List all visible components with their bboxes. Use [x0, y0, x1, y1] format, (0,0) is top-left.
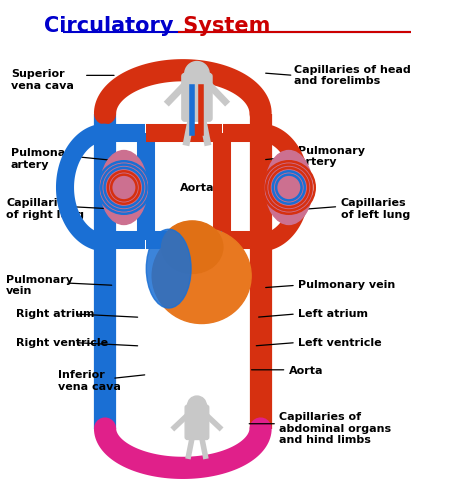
FancyBboxPatch shape [185, 405, 209, 440]
Text: Aorta: Aorta [289, 366, 323, 376]
Text: Pulmonary vein: Pulmonary vein [298, 280, 395, 290]
Ellipse shape [162, 221, 223, 274]
Text: Aorta: Aorta [180, 182, 214, 192]
Text: Circulatory: Circulatory [44, 16, 173, 36]
FancyBboxPatch shape [182, 73, 212, 121]
Text: Pulmonary
artery: Pulmonary artery [11, 148, 78, 169]
Text: Pulmonary
artery: Pulmonary artery [298, 146, 365, 168]
Text: Right ventricle: Right ventricle [16, 337, 108, 348]
Text: Pulmonary
vein: Pulmonary vein [6, 275, 73, 296]
Text: Left ventricle: Left ventricle [298, 337, 382, 348]
Ellipse shape [152, 228, 251, 324]
Text: Capillaries
of right lung: Capillaries of right lung [6, 198, 84, 220]
Text: Capillaries of head
and forelimbs: Capillaries of head and forelimbs [293, 64, 410, 86]
Text: Left atrium: Left atrium [298, 309, 368, 319]
Text: Superior
vena cava: Superior vena cava [11, 69, 73, 91]
Text: Capillaries of
abdominal organs
and hind limbs: Capillaries of abdominal organs and hind… [279, 412, 392, 445]
Circle shape [185, 61, 209, 86]
Text: System: System [176, 16, 270, 36]
Text: Right atrium: Right atrium [16, 309, 94, 319]
Text: Inferior
vena cava: Inferior vena cava [58, 370, 121, 392]
Ellipse shape [100, 151, 147, 225]
Circle shape [188, 396, 206, 415]
Ellipse shape [265, 151, 312, 225]
Text: Capillaries
of left lung: Capillaries of left lung [341, 198, 410, 220]
Ellipse shape [146, 229, 191, 308]
